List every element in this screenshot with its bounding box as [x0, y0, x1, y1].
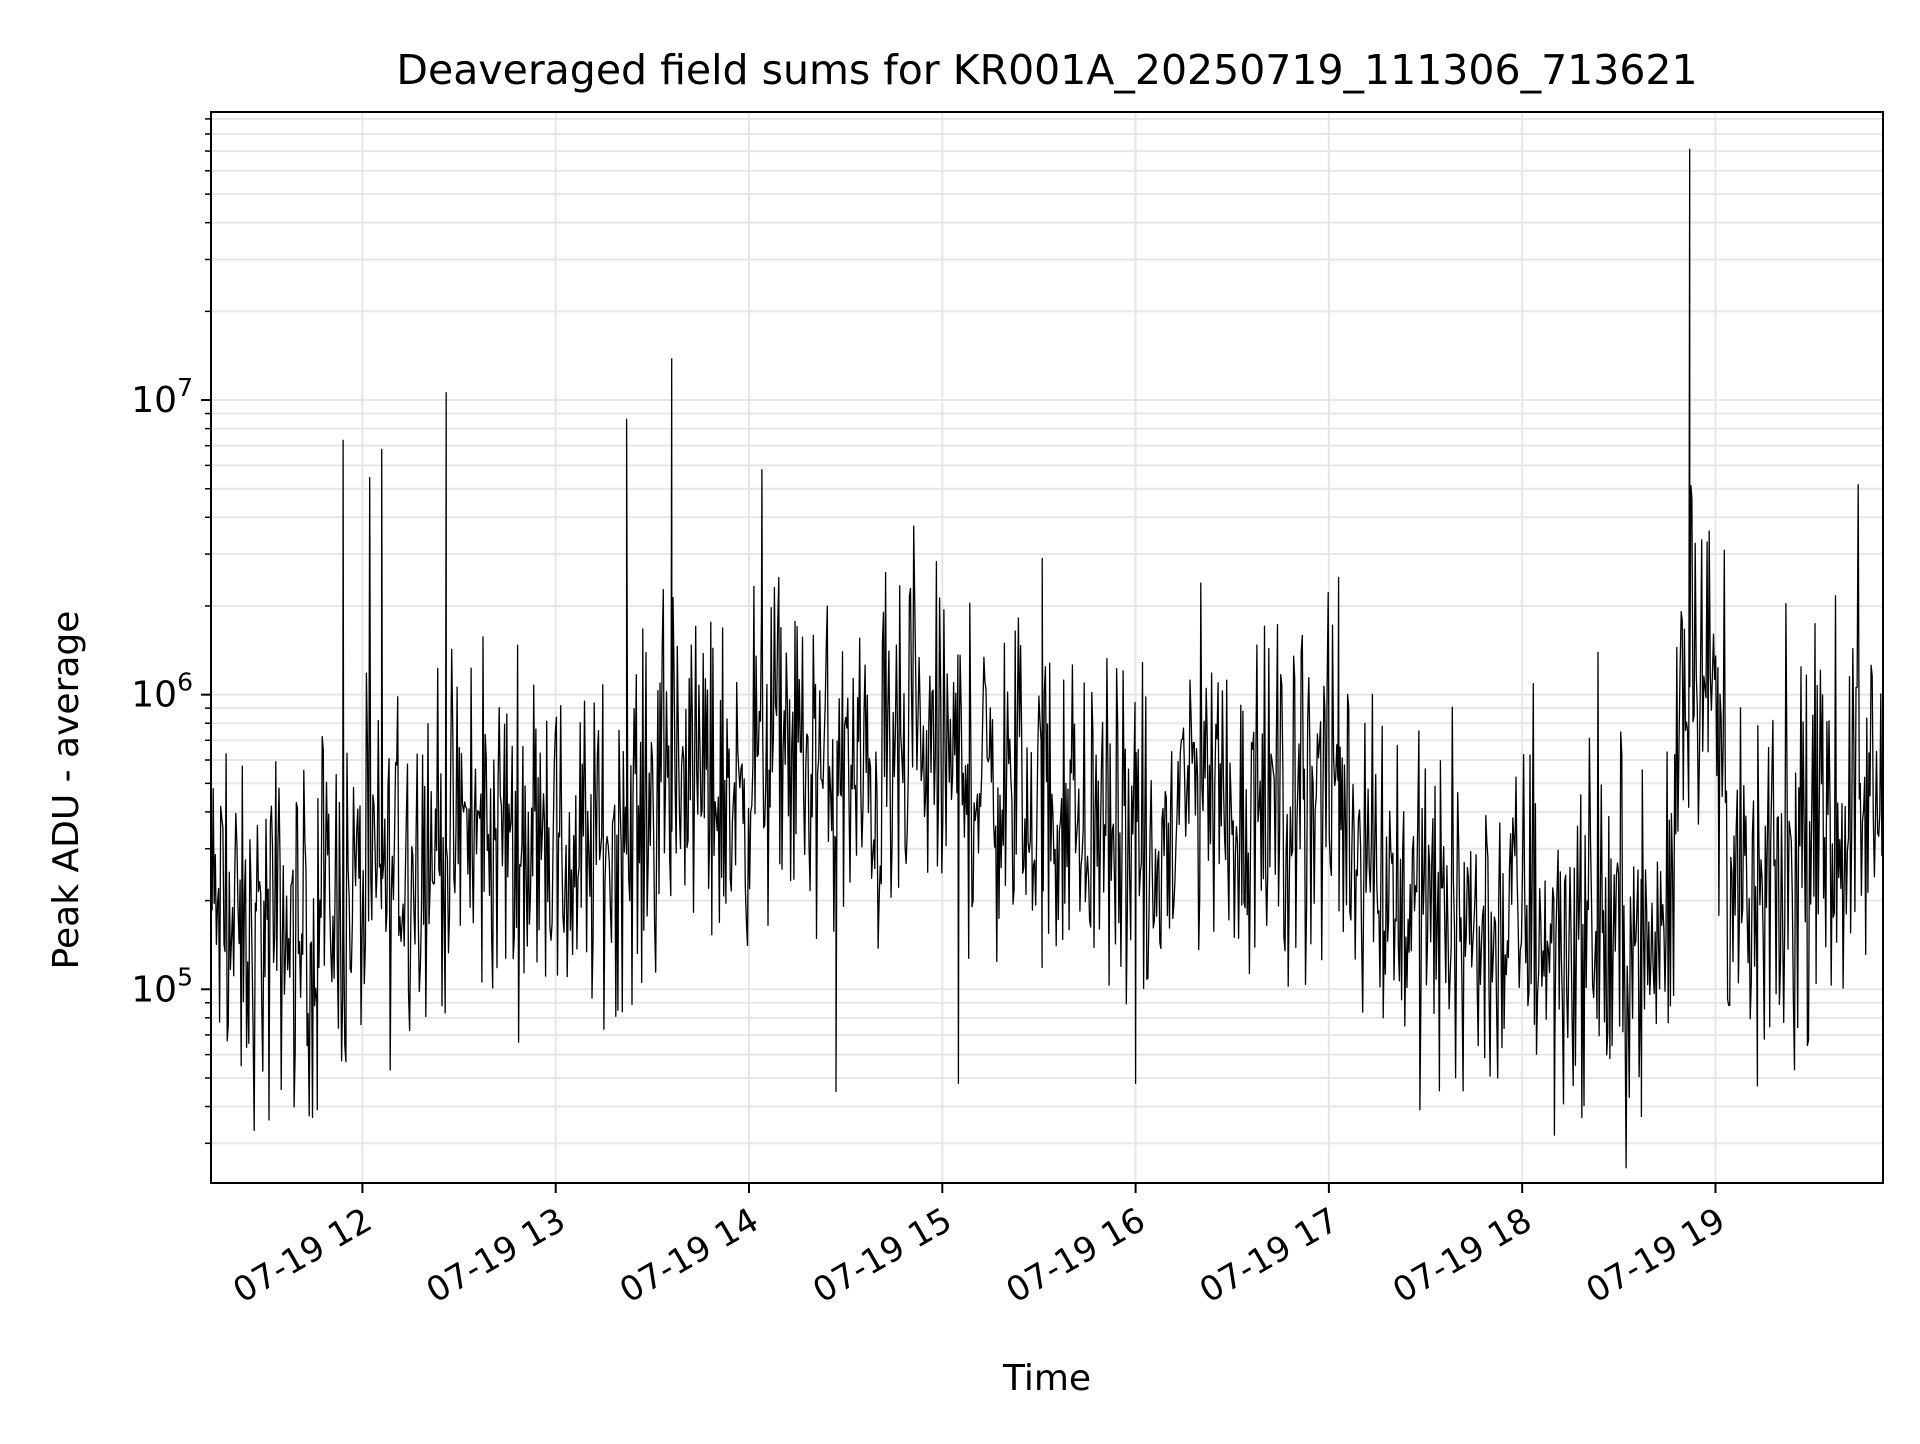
plot-frame — [210, 111, 1884, 1184]
series-line — [210, 148, 1884, 1169]
chart-title: Deaveraged field sums for KR001A_2025071… — [396, 46, 1697, 94]
y-tick-label: 106 — [131, 668, 193, 716]
x-axis-label: Time — [1002, 1358, 1091, 1399]
y-axis-label: Peak ADU - average — [46, 611, 87, 970]
y-tick-label: 107 — [131, 373, 193, 421]
y-tick-label: 105 — [131, 962, 193, 1010]
data-series — [210, 148, 1884, 1169]
